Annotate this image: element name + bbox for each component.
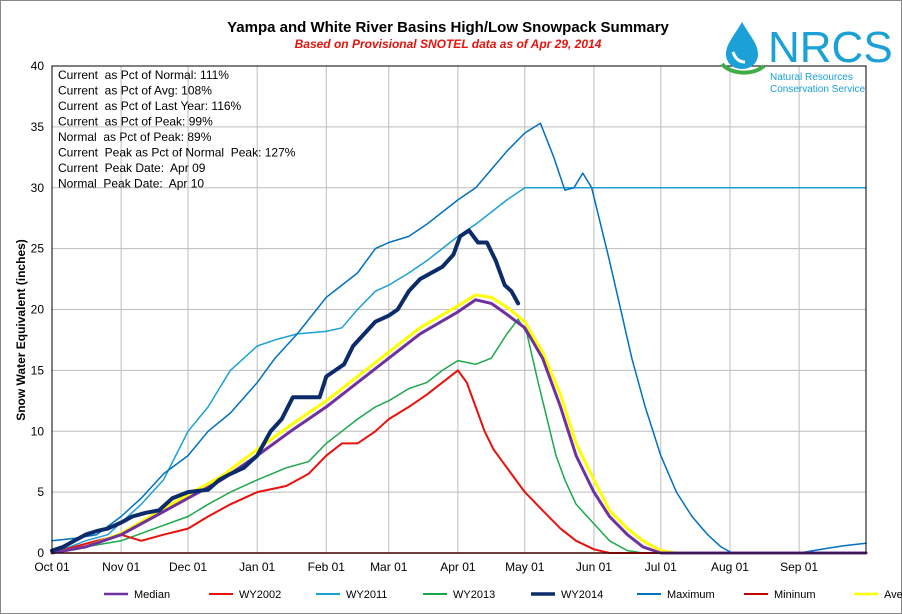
series-line-wy2002	[51, 369, 867, 554]
stat-line: Normal as Pct of Peak: 89%	[58, 130, 212, 144]
legend-label: Mininum	[774, 589, 816, 601]
legend-item-wy2013: WY2013	[423, 589, 495, 601]
chart-subtitle: Based on Provisional SNOTEL data as of A…	[295, 37, 602, 51]
legend-item-mininum: Mininum	[744, 589, 816, 601]
y-tick-label: 5	[37, 485, 44, 499]
legend-label: Maximum	[667, 589, 715, 601]
legend-label: Averages	[884, 589, 902, 601]
stat-line: Normal Peak Date: Apr 10	[58, 177, 204, 191]
axes: 0 5 10 15 20 25 30 35 40 Oct 01 Nov 01 Dec 01 Jan 01…	[31, 59, 867, 574]
x-tick-label: Oct 01	[34, 560, 70, 574]
series-line-averages	[50, 293, 868, 555]
y-tick-label: 35	[31, 120, 45, 134]
nrcs-logo: NRCS Natural Resources Conservation Serv…	[720, 22, 893, 95]
stat-line: Current as Pct of Last Year: 116%	[58, 99, 242, 113]
legend-label: WY2011	[346, 589, 387, 601]
y-tick-label: 10	[31, 424, 45, 438]
series-line-wy2011	[51, 187, 867, 554]
x-tick-label: Apr 01	[440, 560, 476, 574]
legend-item-wy2002: WY2002	[209, 589, 281, 601]
series-line-maximum	[51, 122, 867, 554]
legend-item-wy2014: WY2014	[531, 589, 603, 601]
stats-block: Current as Pct of Normal: 111% Current as…	[58, 68, 296, 191]
legend-label: Median	[134, 589, 170, 601]
x-tick-label: Dec 01	[169, 560, 207, 574]
x-tick-label: Jun 01	[576, 560, 612, 574]
x-tick-label: Mar 01	[370, 560, 408, 574]
legend-item-maximum: Maximum	[637, 589, 715, 601]
stat-line: Current Peak Date: Apr 09	[58, 161, 206, 175]
logo-wordmark: NRCS	[768, 23, 893, 72]
y-tick-label: 40	[31, 59, 45, 73]
y-tick-label: 0	[37, 546, 44, 560]
legend-label: WY2002	[239, 589, 281, 601]
y-axis-label: Snow Water Equivalent (inches)	[14, 239, 28, 421]
x-tick-label: Aug 01	[711, 560, 749, 574]
x-tick-label: Jan 01	[239, 560, 275, 574]
stat-line: Current as Pct of Avg: 108%	[58, 84, 212, 98]
legend-label: WY2013	[453, 589, 495, 601]
chart-title: Yampa and White River Basins High/Low Sn…	[227, 19, 669, 36]
x-tick-label: Nov 01	[102, 560, 140, 574]
x-tick-label: Jul 01	[645, 560, 677, 574]
y-tick-label: 20	[31, 303, 45, 317]
x-tick-label: Feb 01	[308, 560, 346, 574]
water-drop-icon	[720, 22, 766, 75]
x-tick-label: Sep 01	[780, 560, 818, 574]
series-line-median	[50, 298, 868, 555]
legend-label: WY2014	[561, 589, 603, 601]
y-tick-label: 25	[31, 242, 45, 256]
x-tick-label: May 01	[505, 560, 545, 574]
series-line-wy2014	[50, 228, 521, 553]
logo-line2: Conservation Service	[770, 84, 865, 95]
legend-item-median: Median	[104, 589, 170, 601]
series-lines	[50, 122, 868, 555]
y-tick-label: 30	[31, 181, 45, 195]
logo-line1: Natural Resources	[770, 72, 853, 83]
legend: Median WY2002 WY2011 WY2013 WY2014 Maximum Min…	[104, 589, 902, 601]
stat-line: Current Peak as Pct of Normal Peak: 127%	[58, 146, 296, 160]
series-line-wy2013	[51, 318, 867, 554]
y-tick-label: 15	[31, 363, 45, 377]
legend-item-averages: Averages	[854, 589, 902, 601]
stat-line: Current as Pct of Normal: 111%	[58, 68, 229, 82]
legend-item-wy2011: WY2011	[316, 589, 387, 601]
plot-border	[51, 65, 867, 554]
stat-line: Current as Pct of Peak: 99%	[58, 115, 213, 129]
